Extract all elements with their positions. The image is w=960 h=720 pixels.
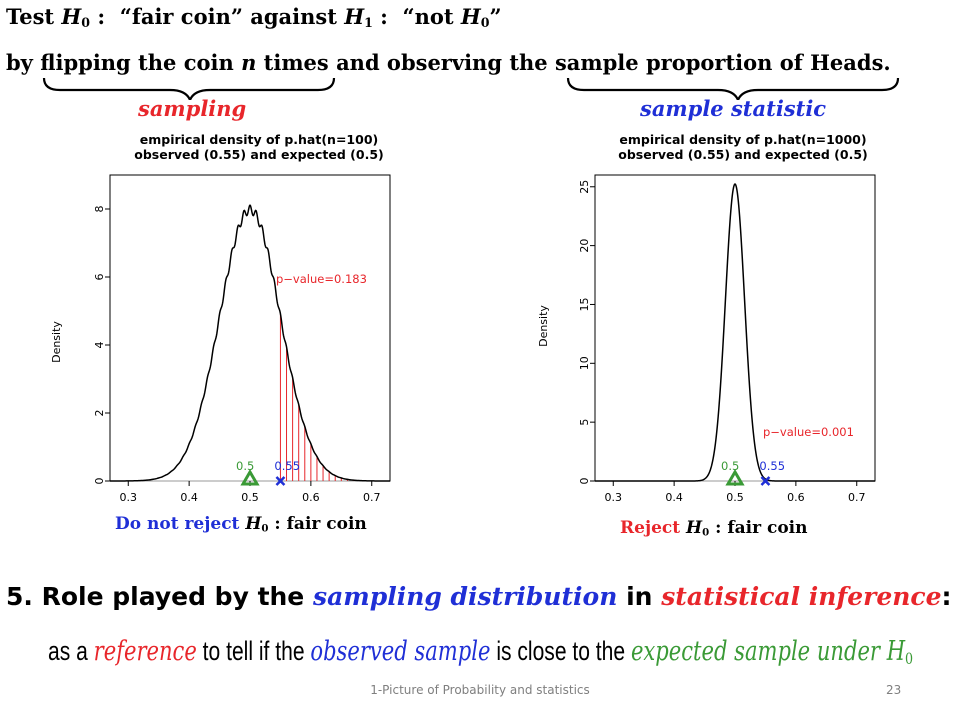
density-curve — [595, 183, 875, 482]
y-tick-label: 25 — [578, 180, 591, 194]
colon: : — [90, 4, 106, 29]
chart-subtitle: observed (0.55) and expected (0.5) — [618, 147, 868, 162]
x-tick-label: 0.6 — [787, 491, 805, 504]
y-tick-label: 2 — [93, 410, 106, 417]
reference-term: reference — [93, 636, 197, 667]
fair-coin-quote: “fair coin” — [119, 4, 243, 29]
x-tick-label: 0.3 — [605, 491, 623, 504]
plot-frame — [109, 174, 391, 482]
density-curve — [110, 204, 390, 482]
h0-symbol: H0 — [61, 4, 91, 31]
not-h0-quote: “not H0” — [402, 4, 502, 31]
expected-value-label: 0.5 — [236, 459, 254, 473]
x-tick-label: 0.6 — [302, 491, 320, 504]
x-tick-label: 0.4 — [665, 491, 683, 504]
verdict-reject: Reject H0 : fair coin — [620, 518, 808, 539]
p-value-label: p−value=0.183 — [276, 272, 367, 286]
observed-sample-term: observed sample — [310, 636, 491, 667]
x-tick-label: 0.5 — [726, 491, 744, 504]
x-tick-label: 0.4 — [180, 491, 198, 504]
x-tick-label: 0.5 — [241, 491, 259, 504]
sampling-distribution-term: sampling distribution — [313, 582, 618, 611]
y-tick-label: 8 — [93, 206, 106, 213]
observed-marker — [760, 476, 771, 486]
slide-number: 23 — [886, 683, 902, 697]
y-tick-label: 10 — [578, 356, 591, 370]
y-tick-label: 0 — [578, 478, 591, 485]
section-5-heading: 5. Role played by the sampling distribut… — [6, 582, 952, 611]
y-axis-label: Density — [537, 305, 550, 347]
y-tick-label: 20 — [578, 239, 591, 253]
x-tick-label: 0.3 — [120, 491, 137, 504]
y-tick-label: 4 — [93, 342, 106, 349]
x-tick-label: 0.7 — [363, 491, 381, 504]
and-observing: and observing the — [336, 50, 548, 75]
y-tick-label: 15 — [578, 297, 591, 311]
by-word: by — [6, 50, 33, 75]
statistic-brace — [566, 77, 900, 100]
y-axis-label: Density — [50, 321, 63, 363]
h1-symbol: H1 — [344, 4, 373, 31]
against-word: against — [250, 4, 337, 29]
observed-value-label: 0.55 — [274, 459, 300, 473]
observed-value-label: 0.55 — [759, 459, 785, 473]
expected-marker — [240, 469, 260, 486]
statistical-inference-term: statistical inference — [661, 582, 942, 611]
sampling-label: sampling — [138, 96, 247, 121]
expected-marker — [725, 469, 745, 486]
p-value-label: p−value=0.001 — [763, 425, 854, 439]
density-chart-n100: empirical density of p.hat(n=100) observ… — [50, 132, 391, 504]
procedure-line: by flipping the coin n times and observi… — [6, 50, 891, 75]
flip-phrase: flipping the coin n times — [40, 50, 329, 75]
y-tick-label: 5 — [578, 419, 591, 426]
chart-title: empirical density of p.hat(n=100) — [140, 132, 378, 147]
footer-text: 1-Picture of Probability and statistics — [370, 683, 590, 697]
sample-proportion-phrase: sample proportion of Heads — [554, 50, 884, 75]
sampling-brace — [42, 77, 336, 100]
role-description: as a reference to tell if the observed s… — [48, 636, 914, 669]
density-chart-n1000: empirical density of p.hat(n=1000) obser… — [537, 132, 876, 504]
x-tick-label: 0.7 — [848, 491, 866, 504]
chart-title: empirical density of p.hat(n=1000) — [619, 132, 866, 147]
verdict-do-not-reject: Do not reject H0 : fair coin — [115, 514, 367, 535]
y-tick-label: 6 — [93, 274, 106, 281]
sample-statistic-label: sample statistic — [640, 96, 827, 121]
observed-marker — [275, 476, 286, 486]
underbraces — [42, 77, 900, 100]
colon: : — [372, 4, 388, 29]
expected-sample-term: expected sample under H0 — [630, 636, 914, 669]
y-tick-label: 0 — [93, 478, 106, 485]
hypothesis-line: Test H0 : “fair coin” against H1 : “not … — [6, 4, 502, 30]
expected-value-label: 0.5 — [721, 459, 739, 473]
test-word: Test — [6, 4, 55, 29]
chart-subtitle: observed (0.55) and expected (0.5) — [134, 147, 384, 162]
